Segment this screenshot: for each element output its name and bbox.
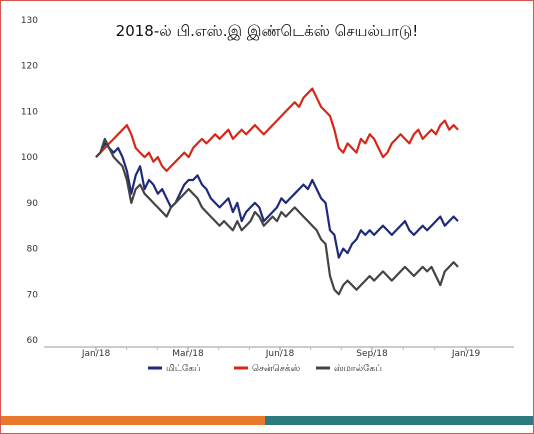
legend-label: மிட்கேப் <box>166 364 201 374</box>
bottom-bar-left <box>1 416 265 425</box>
legend: மிட்கேப் சென்செக்ஸ் ஸ்மால்கேப் <box>148 364 382 374</box>
legend-label: ஸ்மால்கேப் <box>334 364 382 374</box>
x-tick-label: Jan/19 <box>451 349 481 359</box>
series-line <box>95 142 459 259</box>
y-tick-label: 80 <box>27 245 39 255</box>
chart-title: 2018-ல் பி.எஸ்.இ இண்டெக்ஸ் செயல்பாடு! <box>115 22 419 40</box>
y-tick-label: 120 <box>21 62 38 72</box>
y-tick-label: 100 <box>21 153 38 163</box>
y-tick-label: 60 <box>27 336 39 346</box>
series-lines <box>95 87 459 296</box>
series-line <box>95 87 459 172</box>
x-tick-label: Mar/18 <box>172 349 204 359</box>
y-tick-label: 110 <box>21 107 38 117</box>
bottom-bar-right <box>265 416 533 425</box>
x-axis: Jan/18 Mar/18 Jun/18 Sep/18 Jan/19 <box>44 346 514 359</box>
y-tick-label: 90 <box>27 199 39 209</box>
legend-label: சென்செக்ஸ் <box>252 364 300 374</box>
y-tick-label: 130 <box>21 16 38 26</box>
y-tick-label: 70 <box>27 290 39 300</box>
y-axis: 60 70 80 90 100 110 120 130 <box>21 16 38 346</box>
series-line <box>95 137 459 296</box>
x-tick-label: Jun/18 <box>265 349 295 359</box>
x-tick-label: Jan/18 <box>81 349 111 359</box>
x-tick-label: Sep/18 <box>356 349 388 359</box>
